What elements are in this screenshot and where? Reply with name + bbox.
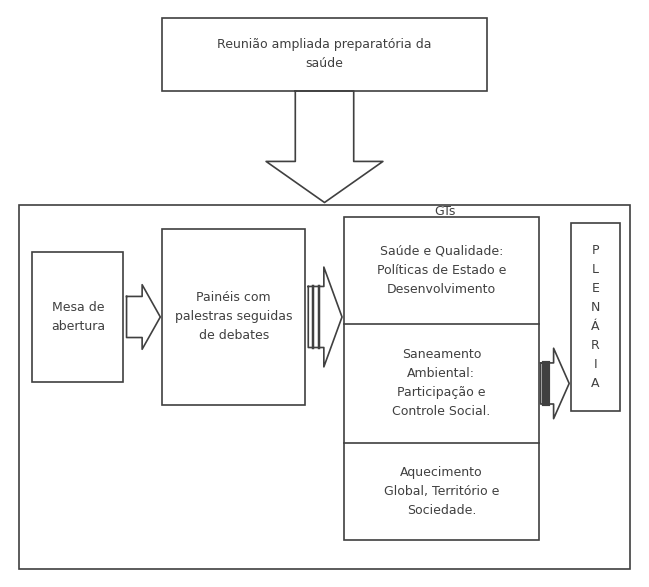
Bar xyxy=(162,229,305,405)
Bar xyxy=(571,223,620,411)
Text: Saúde e Qualidade:
Políticas de Estado e
Desenvolvimento: Saúde e Qualidade: Políticas de Estado e… xyxy=(376,245,506,296)
Text: Aquecimento
Global, Território e
Sociedade.: Aquecimento Global, Território e Socieda… xyxy=(384,466,499,517)
Bar xyxy=(344,217,539,540)
Text: Reunião ampliada preparatória da
saúde: Reunião ampliada preparatória da saúde xyxy=(217,38,432,70)
Text: Saneamento
Ambiental:
Participação e
Controle Social.: Saneamento Ambiental: Participação e Con… xyxy=(392,349,491,419)
Text: Mesa de
abertura: Mesa de abertura xyxy=(51,301,105,333)
Bar xyxy=(32,252,123,382)
Text: P
L
E
N
Á
R
I
A: P L E N Á R I A xyxy=(591,244,600,390)
Bar xyxy=(162,18,487,91)
Bar xyxy=(19,205,630,569)
Text: Painéis com
palestras seguidas
de debates: Painéis com palestras seguidas de debate… xyxy=(175,292,293,342)
Text: GTs: GTs xyxy=(434,205,455,218)
